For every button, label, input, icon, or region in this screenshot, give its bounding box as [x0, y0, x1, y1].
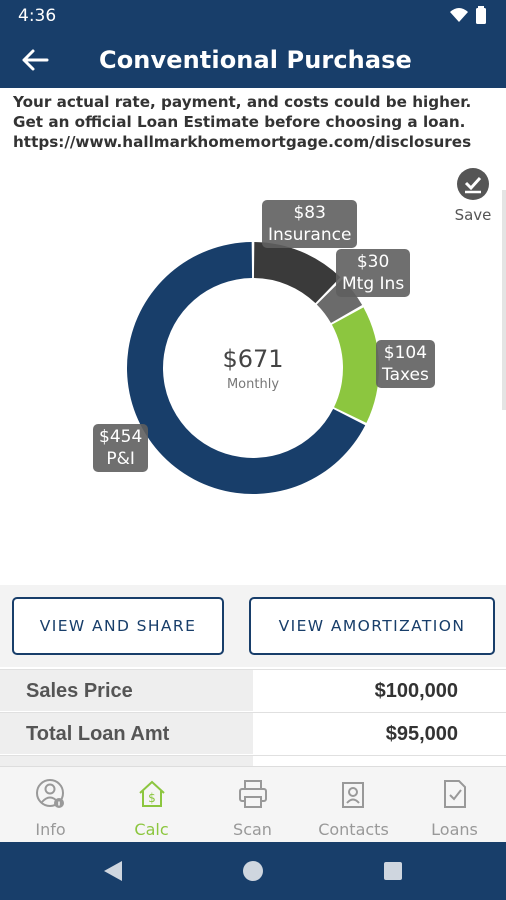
disclaimer-link[interactable]: https://www.hallmarkhomemortgage.com/dis… — [13, 133, 472, 151]
contacts-icon — [341, 782, 364, 808]
printer-icon — [238, 780, 267, 808]
status-time: 4:36 — [18, 6, 57, 26]
svg-text:$: $ — [148, 791, 156, 805]
callout-amount: $83 — [293, 203, 326, 223]
callout-mtg-ins: $30 Mtg Ins — [336, 249, 411, 297]
calc-house-icon: $ — [138, 780, 165, 807]
callout-pi: $454 P&I — [93, 424, 149, 472]
loans-document-icon — [443, 780, 466, 808]
bottom-nav: Info $ Calc Scan Contacts Loans — [0, 766, 506, 842]
nav-calc[interactable]: $ Calc — [101, 767, 202, 843]
row-value[interactable]: $95,000 — [253, 713, 506, 754]
save-label: Save — [454, 206, 492, 224]
nav-contacts[interactable]: Contacts — [303, 767, 404, 843]
table-row — [0, 755, 506, 766]
donut-slice-taxes[interactable] — [331, 307, 380, 423]
page-title: Conventional Purchase — [99, 46, 412, 74]
payment-donut-chart — [127, 242, 380, 495]
disclaimer: Your actual rate, payment, and costs cou… — [13, 92, 493, 152]
callout-label: Mtg Ins — [342, 274, 405, 294]
donut-slice-insurance[interactable] — [253, 242, 341, 304]
nav-label: Loans — [431, 820, 478, 839]
system-recents-icon[interactable] — [384, 862, 402, 880]
nav-label: Info — [35, 820, 66, 839]
nav-label: Calc — [134, 820, 169, 839]
row-value[interactable]: $100,000 — [253, 670, 506, 711]
back-arrow-icon[interactable] — [20, 46, 50, 74]
save-button[interactable]: Save — [448, 168, 498, 224]
callout-amount: $454 — [99, 427, 143, 447]
nav-label: Contacts — [318, 820, 389, 839]
system-back-icon[interactable] — [104, 861, 122, 881]
status-bar: 4:36 — [0, 0, 506, 32]
donut-slice-p-i[interactable] — [127, 242, 366, 495]
row-value-partial — [253, 756, 506, 766]
system-home-icon[interactable] — [243, 861, 263, 881]
callout-label: P&I — [106, 449, 135, 469]
save-check-icon — [457, 168, 489, 200]
nav-loans[interactable]: Loans — [404, 767, 505, 843]
disclaimer-line: Your actual rate, payment, and costs cou… — [13, 93, 472, 111]
view-amortization-button[interactable]: VIEW AMORTIZATION — [249, 597, 495, 655]
callout-label: Taxes — [382, 365, 429, 385]
monthly-total: $671 — [222, 345, 284, 373]
callout-amount: $104 — [383, 343, 428, 363]
callout-label: Insurance — [268, 225, 352, 245]
info-person-icon — [35, 779, 64, 808]
monthly-label: Monthly — [226, 377, 280, 392]
nav-info[interactable]: Info — [0, 767, 101, 843]
callout-amount: $30 — [356, 252, 390, 272]
status-icons — [448, 6, 492, 31]
row-label-partial — [0, 756, 253, 766]
table-row: Total Loan Amt $95,000 — [0, 712, 506, 754]
wifi-battery-icon — [450, 6, 486, 24]
row-label: Sales Price — [0, 670, 253, 711]
view-and-share-button[interactable]: VIEW AND SHARE — [12, 597, 224, 655]
app-bar: Conventional Purchase — [0, 32, 506, 88]
table-row: Sales Price $100,000 — [0, 669, 506, 711]
nav-scan[interactable]: Scan — [202, 767, 303, 843]
scrollbar[interactable] — [502, 190, 506, 410]
row-label: Total Loan Amt — [0, 713, 253, 754]
system-nav-bar — [0, 842, 506, 900]
nav-label: Scan — [233, 820, 272, 839]
callout-taxes: $104 Taxes — [376, 340, 435, 388]
disclaimer-line: Get an official Loan Estimate before cho… — [13, 113, 466, 131]
callout-insurance: $83 Insurance — [262, 200, 358, 248]
